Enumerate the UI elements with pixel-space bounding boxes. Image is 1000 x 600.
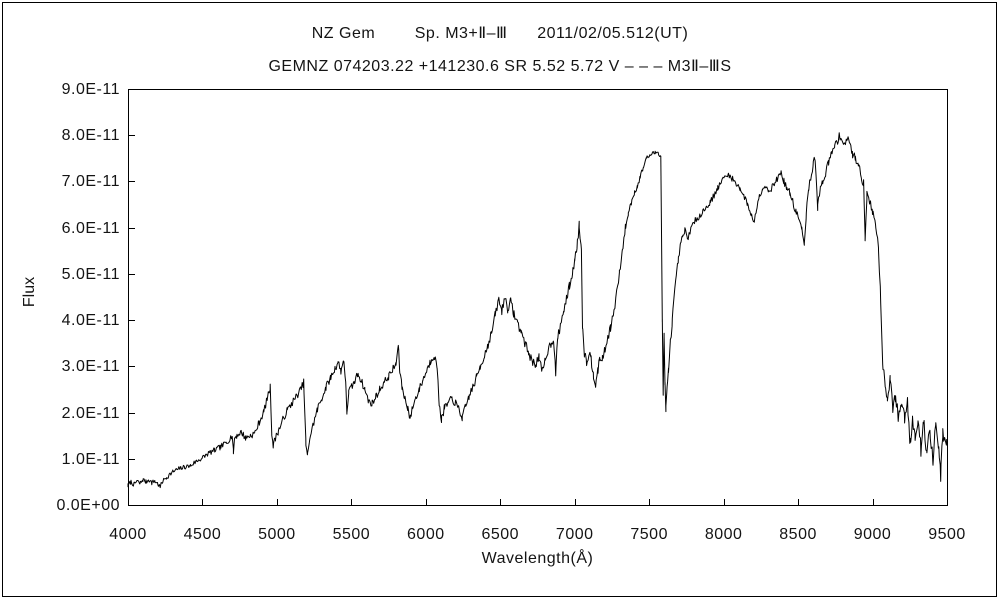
x-tick-label: 7500 [630,526,668,543]
x-tick-label: 6000 [407,526,445,543]
plot-border [128,89,948,506]
y-tick-label: 0.0E+00 [56,497,120,514]
x-tick-label: 5500 [332,526,371,543]
y-tick-label: 5.0E-11 [61,265,120,283]
y-tick-label: 4.0E-11 [61,312,120,330]
y-tick-label: 2.0E-11 [61,404,120,422]
axis-ticks [128,89,948,506]
spectrum-line [127,132,948,489]
chart-title: NZ Gem Sp. M3+Ⅱ–Ⅲ 2011/02/05.512(UT) [311,25,689,42]
y-tick-label: 6.0E-11 [61,219,120,237]
x-axis-label: Wavelength(Å) [481,550,594,567]
y-tick-label: 1.0E-11 [61,450,120,468]
x-tick-label: 4000 [109,526,147,543]
x-tick-label: 9500 [928,526,966,543]
x-tick-label: 8000 [704,526,743,543]
x-tick-label: 5000 [258,526,296,543]
x-tick-label: 6500 [481,526,520,543]
y-tick-label: 3.0E-11 [61,358,120,376]
x-tick-label: 4500 [183,526,222,543]
x-tick-label: 9000 [853,526,892,543]
x-tick-label: 8500 [779,526,817,543]
y-tick-label: 9.0E-11 [61,81,120,98]
y-tick-label: 7.0E-11 [61,173,120,191]
y-tick-label: 8.0E-11 [61,127,120,145]
chart-subtitle: GEMNZ 074203.22 +141230.6 SR 5.52 5.72 V… [268,58,732,75]
x-tick-label: 7000 [555,526,594,543]
